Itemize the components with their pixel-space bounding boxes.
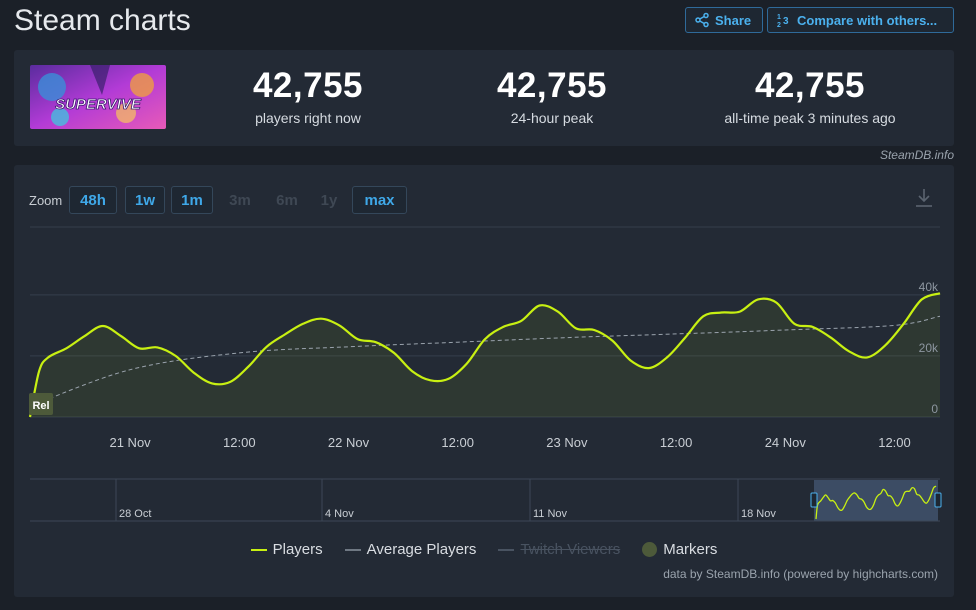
legend-markers[interactable]: Markers (642, 541, 717, 558)
legend-label: Markers (663, 541, 718, 558)
x-tick-label: 22 Nov (328, 435, 370, 450)
x-tick-label: 21 Nov (109, 435, 151, 450)
release-marker-box (29, 393, 53, 415)
steamdb-credit[interactable]: SteamDB.info (879, 148, 954, 162)
x-tick-label: 12:00 (878, 435, 911, 450)
players-line (28, 292, 941, 418)
zoom-48h-button[interactable]: 48h (69, 186, 117, 214)
game-logo-text: SUPERVIVE (55, 96, 142, 113)
stat-value: 42,755 (754, 66, 866, 105)
zoom-max-button[interactable]: max (352, 186, 407, 214)
x-tick-label: 12:00 (441, 435, 474, 450)
stat-label: 24-hour peak (510, 110, 594, 126)
stat-label: players right now (255, 110, 361, 126)
stat-players-now: 42,755 players right now (188, 66, 428, 126)
stat-all-time-peak: 42,755 all-time peak 3 minutes ago (690, 66, 930, 126)
navigator[interactable]: 28 Oct 4 Nov 11 Nov 18 Nov (30, 479, 942, 522)
compare-button[interactable]: 1 2 3 Compare with others... (767, 7, 954, 33)
zoom-1m-button[interactable]: 1m (171, 186, 213, 214)
share-label: Share (715, 12, 752, 28)
compare-label: Compare with others... (797, 12, 938, 28)
chart-legend: Players Average Players Twitch Viewers M… (14, 541, 954, 558)
x-tick-label: 12:00 (223, 435, 256, 450)
game-artwork: SUPERVIVE (30, 65, 166, 129)
numbered-list-icon: 1 2 3 (777, 14, 789, 28)
x-tick-label: 24 Nov (765, 435, 807, 450)
stat-value: 42,755 (496, 66, 608, 105)
legend-average-players[interactable]: Average Players (344, 541, 477, 558)
y-tick-label: 0 (931, 402, 938, 416)
legend-label: Average Players (366, 541, 477, 558)
legend-label: Twitch Viewers (520, 541, 621, 558)
navigator-selection[interactable] (814, 480, 938, 521)
navigator-handle-right[interactable] (934, 492, 942, 508)
release-marker-label: Rel (32, 400, 49, 412)
legend-label: Players (272, 541, 323, 558)
x-tick-label: 12:00 (660, 435, 693, 450)
legend-twitch-viewers[interactable]: Twitch Viewers (498, 541, 620, 558)
download-icon[interactable] (914, 187, 934, 209)
game-logo[interactable]: SUPERVIVE (30, 65, 166, 129)
chart-panel: Zoom 48h 1w 1m 3m 6m 1y max 0 20k 40k 21 N… (14, 165, 954, 597)
players-area-fill (30, 293, 940, 417)
svg-text:2: 2 (777, 22, 781, 28)
legend-swatch (344, 548, 361, 551)
navigator-tick-label: 4 Nov (325, 508, 354, 520)
legend-swatch (250, 548, 267, 551)
navigator-tick-label: 11 Nov (533, 508, 568, 520)
stats-panel: SUPERVIVE 42,755 players right now 42,75… (14, 50, 954, 146)
x-tick-label: 23 Nov (546, 435, 588, 450)
legend-swatch (642, 542, 658, 557)
stat-label: all-time peak 3 minutes ago (724, 110, 896, 126)
zoom-1y-button[interactable]: 1y (320, 191, 338, 209)
zoom-6m-button[interactable]: 6m (276, 191, 298, 209)
svg-text:1: 1 (777, 14, 781, 21)
navigator-tick-label: 28 Oct (119, 508, 151, 520)
svg-text:3: 3 (783, 16, 789, 27)
y-tick-label: 20k (919, 341, 939, 355)
share-button[interactable]: Share (685, 7, 763, 33)
zoom-1w-button[interactable]: 1w (125, 186, 165, 214)
player-chart[interactable]: 0 20k 40k 21 Nov 12:00 22 Nov 12:00 23 Nov 12:0… (14, 165, 954, 535)
zoom-label: Zoom (29, 193, 63, 208)
zoom-3m-button[interactable]: 3m (229, 191, 251, 209)
navigator-tick-label: 18 Nov (741, 508, 776, 520)
release-marker[interactable]: Rel (29, 393, 53, 415)
page-title: Steam charts (14, 4, 191, 37)
legend-swatch (498, 548, 515, 551)
share-icon (695, 12, 709, 28)
navigator-handle-left[interactable] (810, 492, 818, 508)
legend-players[interactable]: Players (250, 541, 323, 558)
stat-value: 42,755 (252, 66, 364, 105)
grid-lines (30, 294, 940, 418)
navigator-series (815, 485, 937, 520)
y-tick-label: 40k (919, 280, 939, 294)
chart-credit[interactable]: data by SteamDB.info (powered by highcha… (663, 567, 938, 581)
stat-24h-peak: 42,755 24-hour peak (432, 66, 672, 126)
